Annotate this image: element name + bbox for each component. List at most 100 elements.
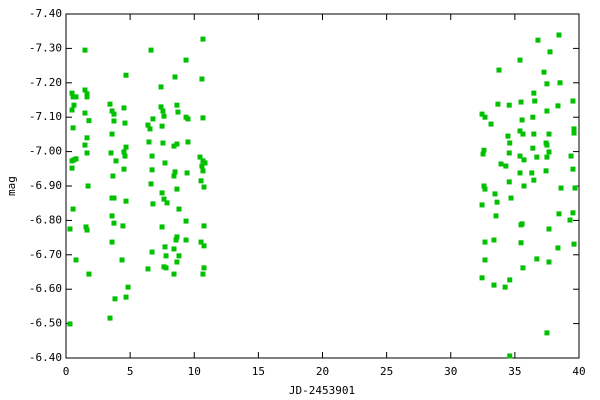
data-point <box>199 163 205 169</box>
data-point <box>507 140 513 146</box>
data-point <box>159 224 165 230</box>
data-point <box>109 213 115 219</box>
data-point <box>83 224 89 230</box>
data-point <box>148 181 154 187</box>
data-point <box>149 167 155 173</box>
data-point <box>479 111 485 117</box>
data-point <box>572 185 578 191</box>
data-point <box>555 103 561 109</box>
data-point <box>546 149 552 155</box>
data-point <box>556 211 562 217</box>
data-point <box>149 153 155 159</box>
x-tick-label: 0 <box>63 365 70 378</box>
x-tick-label: 25 <box>380 365 393 378</box>
data-point <box>570 98 576 104</box>
data-point <box>519 221 525 227</box>
data-point <box>174 102 180 108</box>
data-point <box>518 240 524 246</box>
data-point <box>159 123 165 129</box>
data-point <box>568 153 574 159</box>
data-point <box>158 104 164 110</box>
data-point <box>546 131 552 137</box>
data-point <box>69 165 75 171</box>
data-point <box>200 115 206 121</box>
y-tick-label: -6.80 <box>29 213 62 226</box>
data-point <box>530 114 536 120</box>
y-tick-label: -6.90 <box>29 179 62 192</box>
data-point <box>171 173 177 179</box>
data-point <box>145 266 151 272</box>
data-point <box>479 202 485 208</box>
data-point <box>69 90 75 96</box>
data-point <box>120 223 126 229</box>
data-point <box>183 57 189 63</box>
data-point <box>481 183 487 189</box>
data-point <box>122 153 128 159</box>
data-point <box>547 49 553 55</box>
x-tick-label: 40 <box>572 365 585 378</box>
data-point <box>112 296 118 302</box>
data-point <box>111 111 117 117</box>
y-tick-label: -6.50 <box>29 317 62 330</box>
data-point <box>161 196 167 202</box>
data-point <box>174 141 180 147</box>
data-point <box>495 101 501 107</box>
data-point <box>481 147 487 153</box>
data-point <box>494 199 500 205</box>
data-point <box>531 90 537 96</box>
data-point <box>198 178 204 184</box>
y-tick-label: -6.40 <box>29 351 62 364</box>
data-point <box>201 243 207 249</box>
data-point <box>521 157 527 163</box>
data-point <box>491 237 497 243</box>
y-tick-label: -7.10 <box>29 110 62 123</box>
x-axis-label: JD-2453901 <box>289 384 355 397</box>
data-point <box>150 201 156 207</box>
data-point <box>503 163 509 169</box>
data-point <box>70 206 76 212</box>
data-point <box>488 121 494 127</box>
data-point <box>123 72 129 78</box>
data-point <box>506 179 512 185</box>
data-point <box>176 253 182 259</box>
data-point <box>160 108 166 114</box>
data-point <box>558 185 564 191</box>
data-point <box>571 130 577 136</box>
data-point <box>110 173 116 179</box>
data-point <box>73 94 79 100</box>
data-point <box>183 218 189 224</box>
data-point <box>82 47 88 53</box>
data-point <box>502 284 508 290</box>
data-point <box>107 315 113 321</box>
data-point <box>200 168 206 174</box>
data-point <box>84 91 90 97</box>
data-point <box>201 223 207 229</box>
data-point <box>163 265 169 271</box>
data-point <box>70 125 76 131</box>
data-point <box>201 184 207 190</box>
data-point <box>530 145 536 151</box>
data-point <box>567 217 573 223</box>
data-point <box>82 110 88 116</box>
data-point <box>176 206 182 212</box>
data-point <box>84 135 90 141</box>
data-point <box>109 108 115 114</box>
data-point <box>171 246 177 252</box>
data-point <box>185 139 191 145</box>
data-point <box>111 220 117 226</box>
data-point <box>543 168 549 174</box>
data-point <box>544 108 550 114</box>
data-point <box>171 143 177 149</box>
data-point <box>172 169 178 175</box>
data-point <box>147 126 153 132</box>
data-point <box>507 277 513 283</box>
data-point <box>482 239 488 245</box>
data-point <box>493 213 499 219</box>
data-point <box>521 183 527 189</box>
data-point <box>546 259 552 265</box>
data-point <box>518 99 524 105</box>
data-point <box>159 190 165 196</box>
plot-frame <box>65 13 580 359</box>
